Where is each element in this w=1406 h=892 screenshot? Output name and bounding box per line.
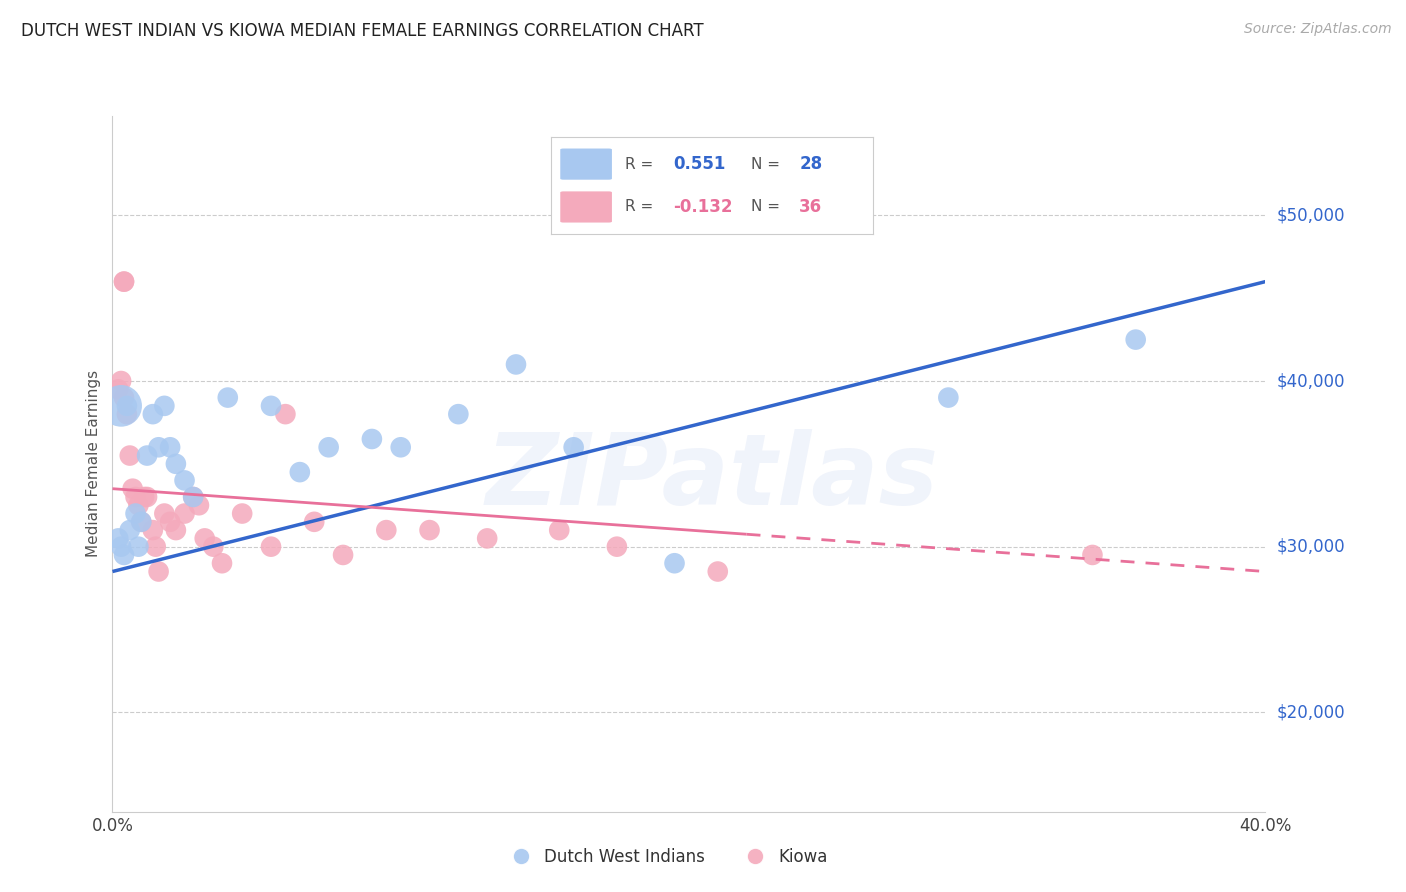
- FancyBboxPatch shape: [560, 149, 612, 179]
- Point: [107, 382, 129, 396]
- Text: DUTCH WEST INDIAN VS KIOWA MEDIAN FEMALE EARNINGS CORRELATION CHART: DUTCH WEST INDIAN VS KIOWA MEDIAN FEMALE…: [21, 22, 704, 40]
- Point: [664, 556, 686, 570]
- Point: [165, 457, 187, 471]
- Point: [606, 540, 628, 554]
- Point: [112, 548, 135, 562]
- Legend: Dutch West Indians, Kiowa: Dutch West Indians, Kiowa: [498, 842, 834, 873]
- Point: [112, 275, 135, 289]
- Point: [112, 391, 135, 405]
- Text: R =: R =: [624, 157, 658, 171]
- Point: [505, 358, 527, 372]
- Point: [124, 507, 146, 521]
- Point: [159, 440, 181, 454]
- Point: [115, 399, 138, 413]
- Point: [115, 407, 138, 421]
- Point: [419, 523, 441, 537]
- Point: [110, 540, 132, 554]
- Point: [188, 498, 211, 512]
- Text: N =: N =: [751, 157, 785, 171]
- Point: [127, 498, 149, 512]
- Point: [202, 540, 225, 554]
- Point: [475, 532, 498, 546]
- Point: [136, 449, 159, 463]
- Text: 0.551: 0.551: [673, 155, 725, 173]
- Point: [447, 407, 470, 421]
- Point: [118, 449, 141, 463]
- Point: [375, 523, 398, 537]
- Point: [548, 523, 571, 537]
- Point: [231, 507, 253, 521]
- Text: -0.132: -0.132: [673, 198, 733, 216]
- Point: [1125, 333, 1147, 347]
- Point: [173, 507, 195, 521]
- Point: [121, 482, 143, 496]
- Point: [129, 515, 153, 529]
- Point: [274, 407, 297, 421]
- Point: [706, 565, 728, 579]
- Point: [1081, 548, 1104, 562]
- Point: [936, 391, 959, 405]
- Text: ZIPatlas: ZIPatlas: [485, 429, 939, 526]
- Text: 36: 36: [799, 198, 823, 216]
- Point: [127, 540, 149, 554]
- Text: $50,000: $50,000: [1277, 206, 1346, 225]
- Point: [194, 532, 217, 546]
- Y-axis label: Median Female Earnings: Median Female Earnings: [86, 370, 101, 558]
- Point: [110, 374, 132, 388]
- Point: [260, 399, 283, 413]
- Text: 28: 28: [799, 155, 823, 173]
- Point: [562, 440, 585, 454]
- Point: [360, 432, 382, 446]
- Point: [159, 515, 181, 529]
- Point: [211, 556, 233, 570]
- Text: $40,000: $40,000: [1277, 372, 1346, 390]
- Point: [142, 407, 165, 421]
- Point: [136, 490, 159, 504]
- Point: [332, 548, 354, 562]
- Point: [107, 532, 129, 546]
- FancyBboxPatch shape: [560, 192, 612, 222]
- Point: [129, 515, 153, 529]
- Point: [145, 540, 167, 554]
- Point: [110, 399, 132, 413]
- Point: [153, 507, 176, 521]
- Point: [173, 474, 195, 488]
- Point: [142, 523, 165, 537]
- Point: [153, 399, 176, 413]
- Text: N =: N =: [751, 200, 785, 214]
- Text: $20,000: $20,000: [1277, 703, 1346, 722]
- Point: [148, 565, 170, 579]
- Point: [118, 523, 141, 537]
- Text: R =: R =: [624, 200, 658, 214]
- Point: [389, 440, 412, 454]
- Point: [124, 490, 146, 504]
- Point: [260, 540, 283, 554]
- Text: Source: ZipAtlas.com: Source: ZipAtlas.com: [1244, 22, 1392, 37]
- Point: [134, 490, 156, 504]
- Point: [112, 275, 135, 289]
- Point: [181, 490, 204, 504]
- Point: [165, 523, 187, 537]
- Point: [304, 515, 326, 529]
- Point: [288, 465, 311, 479]
- Point: [318, 440, 340, 454]
- Point: [217, 391, 239, 405]
- Point: [148, 440, 170, 454]
- Point: [181, 490, 204, 504]
- Text: $30,000: $30,000: [1277, 538, 1346, 556]
